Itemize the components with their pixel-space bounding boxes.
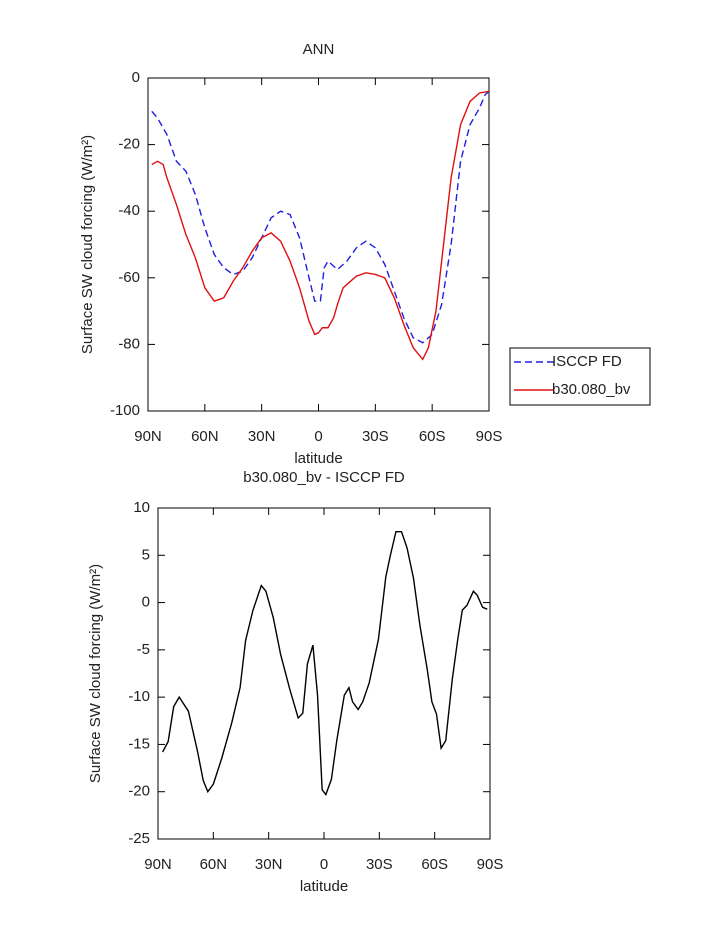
data-line [151, 90, 490, 344]
y-axis-label: Surface SW cloud forcing (W/m²) [87, 564, 104, 783]
x-tick-label: 60N [191, 428, 219, 445]
y-tick-label: -20 [128, 783, 150, 800]
legend-label: b30.080_bv [552, 381, 631, 398]
legend-label: ISCCP FD [552, 353, 622, 370]
chart-title: b30.080_bv - ISCCP FD [243, 469, 405, 486]
y-tick-label: 0 [132, 69, 140, 86]
y-tick-label: -40 [118, 202, 140, 219]
x-tick-label: 60N [200, 856, 228, 873]
x-tick-label: 60S [421, 856, 448, 873]
x-tick-label: 90N [144, 856, 172, 873]
x-tick-label: 90S [477, 856, 504, 873]
y-axis-label: Surface SW cloud forcing (W/m²) [79, 135, 96, 354]
plot-frame [157, 507, 491, 840]
x-tick-label: 90S [476, 428, 503, 445]
chart-title: ANN [303, 41, 335, 58]
y-tick-label: -25 [128, 830, 150, 847]
y-tick-label: -5 [137, 641, 150, 658]
y-tick-label: -100 [110, 402, 140, 419]
x-axis-label: latitude [300, 878, 348, 895]
x-tick-label: 30S [362, 428, 389, 445]
y-tick-label: 5 [142, 546, 150, 563]
plot-frame [147, 77, 490, 412]
x-tick-label: 0 [314, 428, 322, 445]
y-tick-label: 10 [133, 499, 150, 516]
x-tick-label: 30N [255, 856, 283, 873]
y-tick-label: -80 [118, 335, 140, 352]
data-line [161, 530, 488, 796]
x-tick-label: 30N [248, 428, 276, 445]
y-tick-label: -10 [128, 688, 150, 705]
x-tick-label: 0 [320, 856, 328, 873]
x-tick-label: 90N [134, 428, 162, 445]
data-line [151, 90, 490, 361]
y-tick-label: 0 [142, 594, 150, 611]
legend-box [509, 347, 651, 406]
x-tick-label: 60S [419, 428, 446, 445]
y-tick-label: -15 [128, 735, 150, 752]
y-tick-label: -60 [118, 269, 140, 286]
x-axis-label: latitude [294, 450, 342, 467]
x-tick-label: 30S [366, 856, 393, 873]
y-tick-label: -20 [118, 136, 140, 153]
